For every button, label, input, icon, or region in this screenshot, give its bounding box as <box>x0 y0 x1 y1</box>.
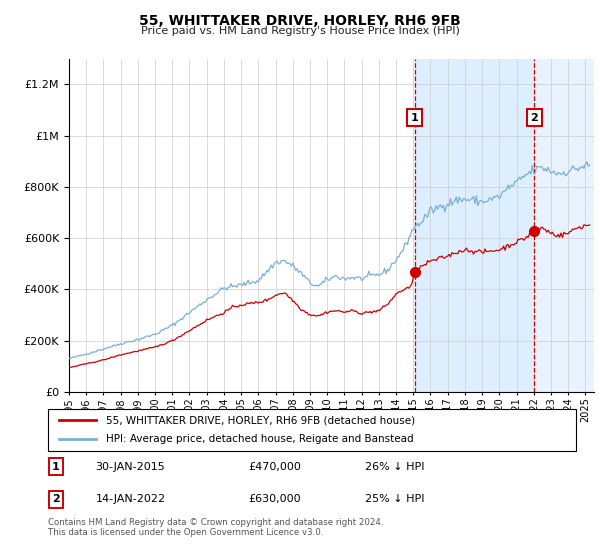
FancyBboxPatch shape <box>48 409 576 451</box>
Bar <box>535 59 594 392</box>
Text: 1: 1 <box>52 461 60 472</box>
Text: 55, WHITTAKER DRIVE, HORLEY, RH6 9FB: 55, WHITTAKER DRIVE, HORLEY, RH6 9FB <box>139 14 461 28</box>
Text: £470,000: £470,000 <box>248 461 302 472</box>
Text: 26% ↓ HPI: 26% ↓ HPI <box>365 461 424 472</box>
Text: 14-JAN-2022: 14-JAN-2022 <box>95 494 166 505</box>
Text: 30-JAN-2015: 30-JAN-2015 <box>95 461 165 472</box>
Bar <box>415 59 535 392</box>
Text: 1: 1 <box>411 113 419 123</box>
Text: 2: 2 <box>530 113 538 123</box>
Text: HPI: Average price, detached house, Reigate and Banstead: HPI: Average price, detached house, Reig… <box>106 435 414 445</box>
Text: Contains HM Land Registry data © Crown copyright and database right 2024.
This d: Contains HM Land Registry data © Crown c… <box>48 518 383 538</box>
Text: 2: 2 <box>52 494 60 505</box>
Text: 25% ↓ HPI: 25% ↓ HPI <box>365 494 424 505</box>
Text: 55, WHITTAKER DRIVE, HORLEY, RH6 9FB (detached house): 55, WHITTAKER DRIVE, HORLEY, RH6 9FB (de… <box>106 415 415 425</box>
Text: Price paid vs. HM Land Registry's House Price Index (HPI): Price paid vs. HM Land Registry's House … <box>140 26 460 36</box>
Text: £630,000: £630,000 <box>248 494 301 505</box>
